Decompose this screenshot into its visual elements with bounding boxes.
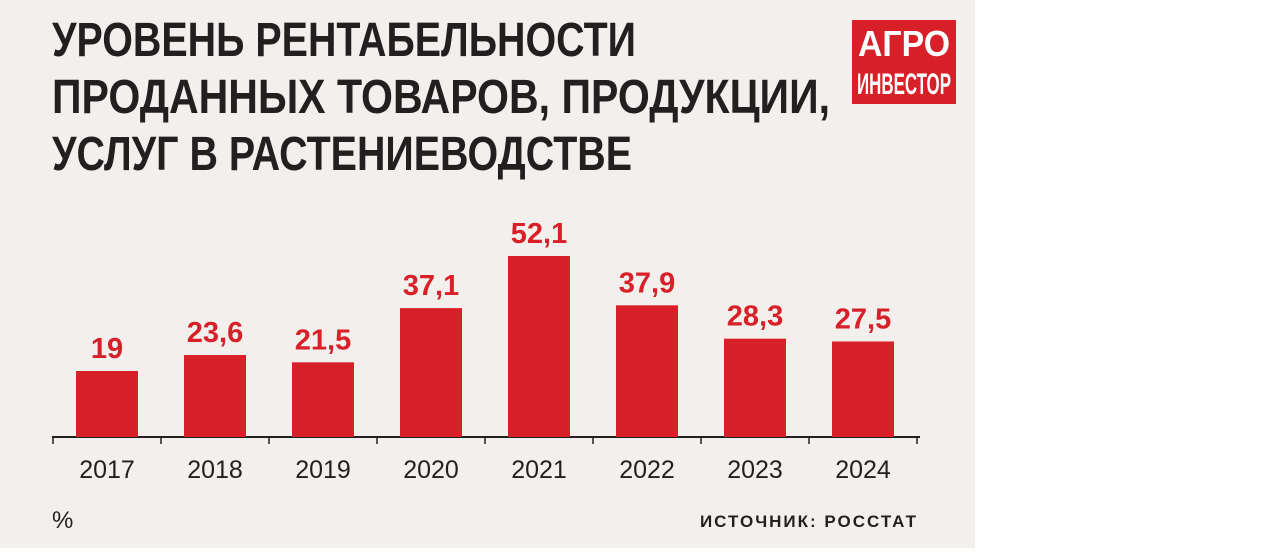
chart-title: ПРОДАННЫХ ТОВАРОВ, ПРОДУКЦИИ, bbox=[52, 71, 830, 124]
value-label: 37,1 bbox=[403, 270, 459, 302]
value-label: 52,1 bbox=[511, 218, 567, 250]
x-tick-label: 2022 bbox=[619, 456, 675, 484]
x-tick-label: 2019 bbox=[295, 456, 351, 484]
bar bbox=[832, 341, 894, 437]
x-tick-label: 2017 bbox=[79, 456, 135, 484]
source-note: ИСТОЧНИК: РОССТАТ bbox=[700, 512, 918, 531]
logo-text: АГРО bbox=[858, 23, 950, 64]
value-label: 21,5 bbox=[295, 324, 351, 356]
value-label: 19 bbox=[91, 333, 123, 365]
bar bbox=[184, 355, 246, 437]
x-tick-label: 2024 bbox=[835, 456, 891, 484]
chart-title: УСЛУГ В РАСТЕНИЕВОДСТВЕ bbox=[52, 128, 632, 181]
value-label: 23,6 bbox=[187, 317, 243, 349]
bar bbox=[616, 305, 678, 437]
value-label: 37,9 bbox=[619, 267, 675, 299]
bar bbox=[508, 256, 570, 437]
bar bbox=[76, 370, 138, 437]
value-label: 28,3 bbox=[727, 301, 783, 333]
logo bbox=[852, 20, 956, 104]
chart-title: УРОВЕНЬ РЕНТАБЕЛЬНОСТИ bbox=[52, 14, 636, 67]
logo-text: ИНВЕСТОР bbox=[857, 68, 951, 101]
bar bbox=[400, 308, 462, 437]
x-tick-label: 2021 bbox=[511, 456, 567, 484]
value-label: 27,5 bbox=[835, 303, 891, 335]
unit-label: % bbox=[52, 507, 73, 534]
bar bbox=[292, 362, 354, 437]
chart-background bbox=[0, 0, 975, 548]
x-tick-label: 2018 bbox=[187, 456, 243, 484]
bar bbox=[724, 338, 786, 437]
x-tick-label: 2023 bbox=[727, 456, 783, 484]
x-tick-label: 2020 bbox=[403, 456, 459, 484]
